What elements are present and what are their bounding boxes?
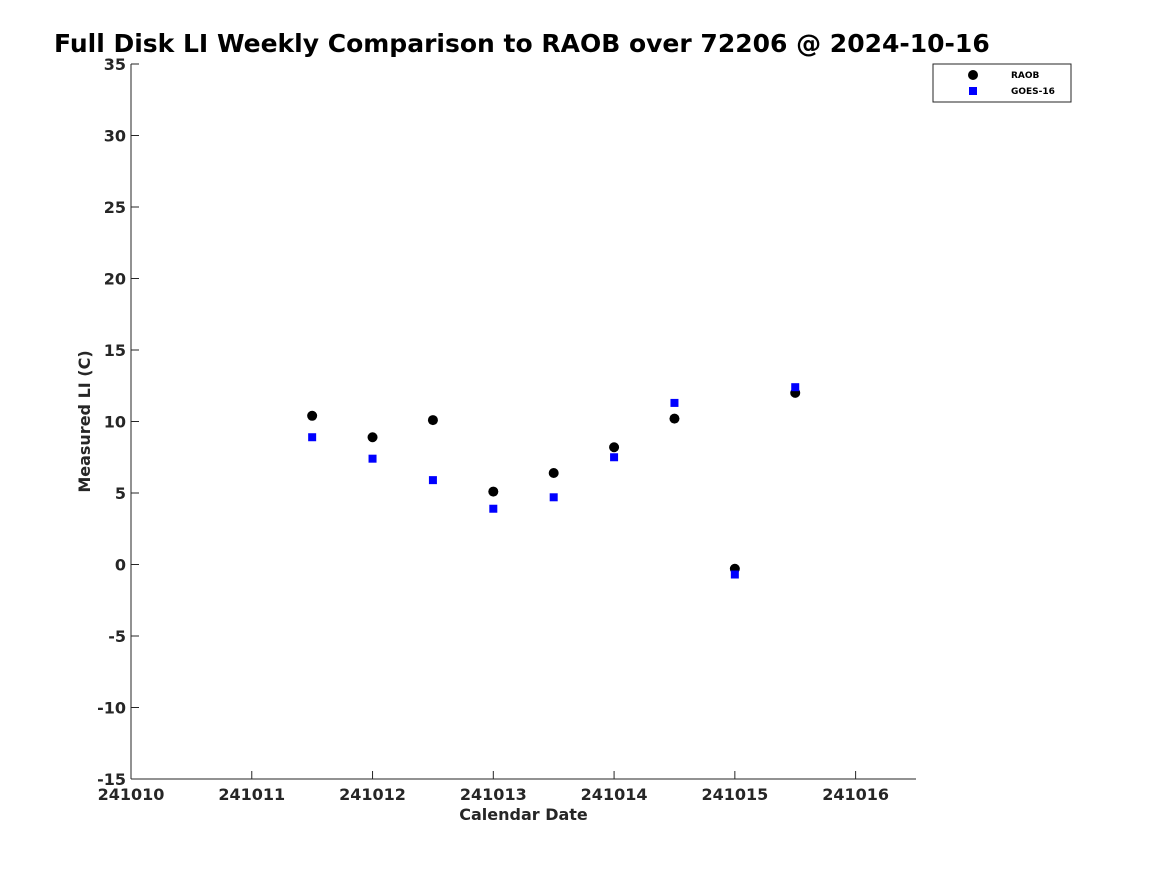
raob-point (427, 415, 438, 426)
y-tick-label: 25 (104, 198, 126, 217)
legend-box (932, 63, 1072, 103)
goes-16-point (428, 476, 437, 485)
y-tick-label: 5 (115, 484, 126, 503)
x-tick-label: 241016 (822, 785, 889, 804)
legend-goes-16-marker (969, 87, 977, 95)
goes-16-point (489, 504, 498, 513)
goes-16-point (670, 398, 679, 407)
y-tick-label: 10 (104, 413, 126, 432)
y-tick-label: -10 (97, 699, 126, 718)
goes-16-point (549, 493, 558, 502)
raob-point (548, 467, 559, 478)
raob-point (669, 413, 680, 424)
y-tick-label: -5 (108, 627, 126, 646)
y-tick-label: 0 (115, 556, 126, 575)
y-tick-label: 20 (104, 270, 126, 289)
y-ticks: -15 -10 -5 0 5 10 15 20 25 30 35 (97, 55, 139, 789)
legend-items: RAOB GOES-16 (968, 70, 1055, 97)
x-tick-label: 241015 (701, 785, 768, 804)
chart-title: Full Disk LI Weekly Comparison to RAOB o… (54, 29, 990, 58)
y-axis-label: Measured LI (C) (75, 350, 94, 492)
axes (130, 64, 916, 780)
x-tick-label: 241012 (339, 785, 406, 804)
legend-label: RAOB (1011, 71, 1040, 81)
goes-16-point (308, 433, 317, 442)
raob-point (307, 410, 318, 421)
goes-16-point (730, 570, 739, 579)
x-tick-label: 241013 (460, 785, 527, 804)
data-points (307, 383, 801, 579)
x-tick-label: 241014 (581, 785, 648, 804)
x-ticks: 241010 241011 241012 241013 241014 241015 2410… (98, 771, 889, 804)
y-tick-label: 30 (104, 127, 126, 146)
raob-point (367, 432, 378, 443)
x-axis-label: Calendar Date (459, 805, 588, 824)
x-tick-label: 241011 (218, 785, 285, 804)
legend-raob-marker (968, 70, 978, 80)
x-tick-label: 241010 (98, 785, 165, 804)
raob-point (609, 442, 620, 453)
legend: RAOB GOES-16 (932, 63, 1072, 103)
y-tick-label: 15 (104, 341, 126, 360)
goes-16-point (610, 453, 619, 462)
legend-label: GOES-16 (1011, 87, 1055, 97)
goes-16-point (368, 454, 377, 463)
goes-16-point (791, 383, 800, 392)
y-tick-label: -15 (97, 770, 126, 789)
y-tick-label: 35 (104, 55, 126, 74)
raob-point (488, 486, 499, 497)
